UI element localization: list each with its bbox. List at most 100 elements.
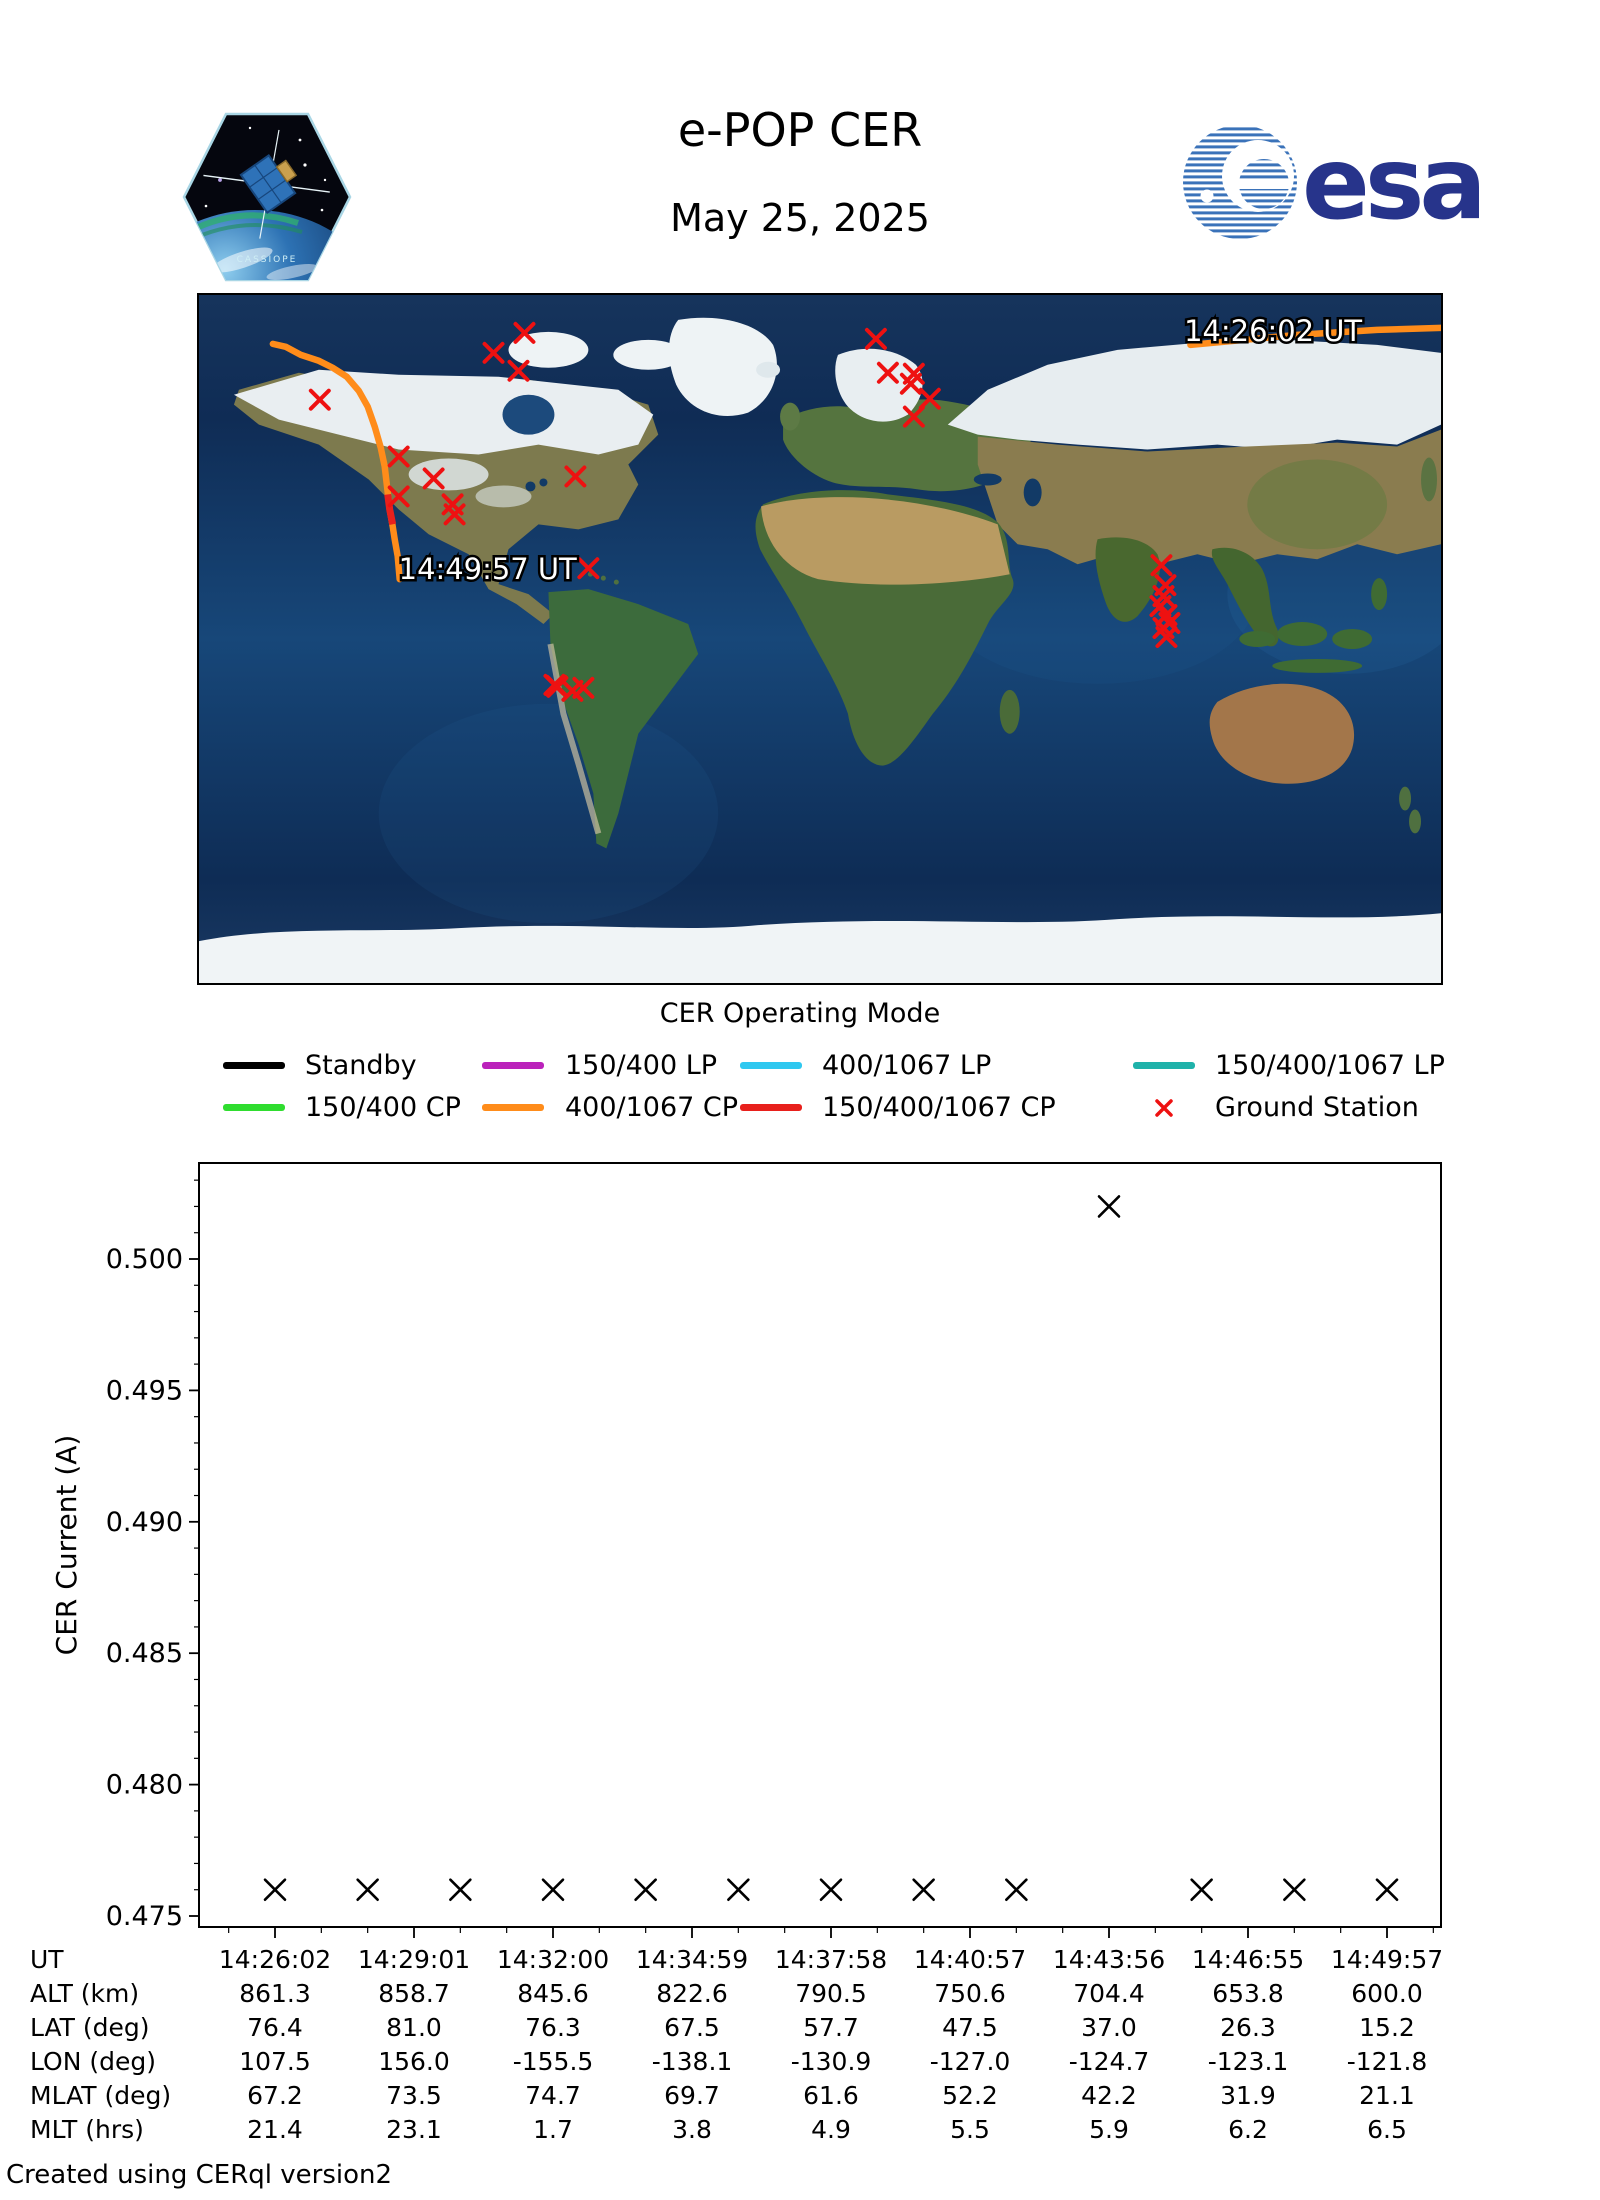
- ground-station-marker: [876, 361, 899, 384]
- legend-item-label: 150/400/1067 LP: [1215, 1050, 1445, 1081]
- y-axis-label: CER Current (A): [50, 1435, 83, 1656]
- continent-south-america: [548, 589, 699, 849]
- legend-x-icon: [1155, 1099, 1173, 1117]
- chart-data-point: [1283, 1878, 1306, 1902]
- chart-data-point: [263, 1878, 287, 1902]
- table-cell: 858.7: [378, 1979, 450, 2008]
- table-cell: 42.2: [1081, 2081, 1137, 2110]
- footer-credit: Created using CERql version2: [6, 2160, 393, 2190]
- snow-canada: [233, 369, 654, 455]
- table-cell: 31.9: [1220, 2081, 1276, 2110]
- table-cell: 845.6: [517, 1979, 589, 2008]
- hudson-bay: [502, 394, 555, 435]
- table-cell: 15.2: [1359, 2013, 1415, 2042]
- table-cell: 1.7: [533, 2115, 573, 2144]
- track-end-time-label: 14:49:57 UT: [399, 552, 577, 586]
- cassiope-mission-patch: CASSIOPE: [182, 112, 352, 282]
- table-cell: 76.4: [247, 2013, 303, 2042]
- chart-data-point: [356, 1878, 379, 1902]
- chart-data-point: [912, 1878, 935, 1902]
- patch-mission-name: CASSIOPE: [237, 255, 298, 265]
- table-cell: 81.0: [386, 2013, 442, 2042]
- table-cell: 5.5: [950, 2115, 990, 2144]
- satellite-track-main: [269, 340, 403, 583]
- table-cell: 67.2: [247, 2081, 303, 2110]
- cer-current-chart: CER Current (A) 0.475 0.480 0.485 0.490 0.49…: [50, 1162, 1442, 1938]
- page-date: May 25, 2025: [670, 196, 930, 240]
- table-cell: 790.5: [795, 1979, 867, 2008]
- greenland: [668, 317, 777, 417]
- chart-data-point: [1005, 1878, 1028, 1902]
- table-cell: -127.0: [929, 2047, 1011, 2076]
- table-row-label: MLT (hrs): [30, 2115, 144, 2144]
- chart-data-point: [1375, 1878, 1399, 1902]
- page-title: e-POP CER: [677, 103, 923, 157]
- table-row-label: MLAT (deg): [30, 2081, 172, 2110]
- southeast-asia: [1211, 547, 1279, 647]
- ground-station-marker: [507, 359, 530, 382]
- table-cell: 37.0: [1081, 2013, 1137, 2042]
- legend-swatch: [223, 1104, 285, 1111]
- satellite-track-start-segment: [1187, 324, 1441, 349]
- table-cell: 73.5: [386, 2081, 442, 2110]
- table-cell: 47.5: [942, 2013, 998, 2042]
- table-cell: -123.1: [1207, 2047, 1289, 2076]
- esa-wordmark: esa: [1302, 125, 1482, 242]
- chart-data-point: [449, 1878, 472, 1902]
- table-cell: 704.4: [1073, 1979, 1145, 2008]
- chart-data-point: [1190, 1878, 1213, 1902]
- table-row-label: LAT (deg): [30, 2013, 150, 2042]
- table-cell: 6.5: [1367, 2115, 1407, 2144]
- ground-station-marker: [513, 321, 536, 344]
- table-cell: 750.6: [934, 1979, 1006, 2008]
- sahara: [761, 497, 1010, 585]
- table-cell: -124.7: [1068, 2047, 1150, 2076]
- continent-australia: [1209, 683, 1355, 784]
- table-cell: 156.0: [378, 2047, 450, 2076]
- table-cell: 26.3: [1220, 2013, 1276, 2042]
- ground-station-marker: [1150, 554, 1173, 577]
- ground-station-marker: [577, 557, 600, 580]
- table-cell: 52.2: [942, 2081, 998, 2110]
- patch-aurora: [186, 212, 299, 235]
- ground-station-marker: [422, 467, 445, 490]
- chart-ticks: 0.475 0.480 0.485 0.490 0.495 0.500: [106, 1179, 1434, 1938]
- world-map-canvas: 14:26:02 UT 14:49:57 UT: [199, 295, 1441, 983]
- y-tick-label: 0.475: [106, 1901, 183, 1932]
- chart-data-point: [1097, 1195, 1121, 1218]
- legend-swatch: [740, 1062, 802, 1069]
- ground-station-marker: [918, 387, 941, 410]
- table-cell: 861.3: [239, 1979, 311, 2008]
- snow-scandinavia: [835, 348, 923, 422]
- world-map: 14:26:02 UT 14:49:57 UT: [197, 293, 1443, 985]
- table-cell: 107.5: [239, 2047, 311, 2076]
- table-cell: 69.7: [664, 2081, 720, 2110]
- y-tick-label: 0.480: [106, 1770, 183, 1801]
- chart-data-point: [727, 1878, 750, 1902]
- ground-station-marker: [1155, 626, 1178, 648]
- ground-station-marker: [308, 388, 331, 411]
- y-tick-label: 0.500: [106, 1244, 183, 1275]
- legend-swatch: [482, 1062, 544, 1069]
- y-tick-label: 0.485: [106, 1638, 183, 1669]
- table-cell: 74.7: [525, 2081, 581, 2110]
- india: [1095, 537, 1160, 622]
- table-cell: 5.9: [1089, 2115, 1129, 2144]
- table-row-label: ALT (km): [30, 1979, 140, 2008]
- table-cell: 76.3: [525, 2013, 581, 2042]
- y-tick-label: 0.490: [106, 1507, 183, 1538]
- esa-logo: esa: [1183, 125, 1487, 242]
- table-cell: 67.5: [664, 2013, 720, 2042]
- table-cell: -121.8: [1346, 2047, 1428, 2076]
- table-cell: 653.8: [1212, 1979, 1284, 2008]
- antarctica: [199, 913, 1441, 983]
- table-cell: 6.2: [1228, 2115, 1268, 2144]
- chart-data-point: [541, 1878, 565, 1902]
- ground-station-marker: [482, 341, 505, 364]
- ground-station-marker: [899, 372, 922, 395]
- table-cell: 57.7: [803, 2013, 859, 2042]
- satellite-track-cp-mode-segment: [384, 493, 397, 526]
- table-cell: -130.9: [790, 2047, 872, 2076]
- legend-item-label: Standby: [305, 1050, 417, 1081]
- patch-satellite: [203, 129, 330, 239]
